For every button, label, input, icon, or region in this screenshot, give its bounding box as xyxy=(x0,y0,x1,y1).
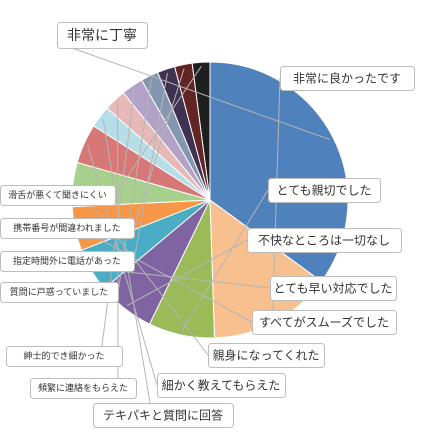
slice-label-text: 細かく教えてもらえた xyxy=(162,377,281,392)
slice-label-10: 頻繁に連絡をもらえた xyxy=(30,378,137,399)
leader-line-1 xyxy=(71,47,330,140)
slice-label-box xyxy=(208,343,325,368)
slice-label-3: とても親切でした xyxy=(268,178,381,203)
leader-line-3 xyxy=(181,189,269,332)
slice-label-5: とても早い対応でした xyxy=(270,276,397,301)
slice-label-box xyxy=(252,310,397,335)
slice-label-text: 頻繁に連絡をもらえた xyxy=(38,382,128,394)
slice-label-6: すべてがスムーズでした xyxy=(252,310,397,335)
slice-label-2: 非常に良かったです xyxy=(280,66,415,91)
slice-label-text: 親身になってくれた xyxy=(212,347,319,362)
pie-slice-15 xyxy=(191,61,211,201)
slice-label-box xyxy=(0,185,116,206)
slice-label-text: 不快なところは一切なし xyxy=(258,233,390,247)
slice-label-14: 携帯番号が間違われました xyxy=(0,218,135,239)
slice-label-box xyxy=(30,378,137,399)
slice-label-12: 質問に戸惑っていました xyxy=(0,282,119,303)
slice-label-box xyxy=(157,373,286,398)
slice-label-text: 質問に戸惑っていました xyxy=(10,286,109,298)
slice-label-11: 紳士的でき細かった xyxy=(6,346,123,367)
slice-label-box xyxy=(270,276,397,301)
slice-label-text: 指定時間外に電話があった xyxy=(13,255,121,267)
leader-line-13 xyxy=(133,72,168,262)
slice-label-box xyxy=(0,218,135,239)
slice-label-box xyxy=(0,251,135,272)
pie-slices xyxy=(71,61,349,339)
slice-label-1: 非常に丁寧 xyxy=(57,22,148,49)
slice-label-text: すべてがスムーズでした xyxy=(259,314,389,329)
slice-label-text: 紳士的でき細かった xyxy=(23,350,104,362)
slice-label-9: テキパキと質問に回答 xyxy=(93,403,234,428)
slice-label-text: とても親切でした xyxy=(276,183,371,197)
slice-label-text: 非常に良かったです xyxy=(293,70,401,85)
slice-label-box xyxy=(57,22,148,49)
slice-label-text: とても早い対応でした xyxy=(273,281,392,295)
leader-line-14 xyxy=(133,68,185,229)
slice-label-7: 親身になってくれた xyxy=(208,343,325,368)
slice-label-box xyxy=(93,403,234,428)
slice-label-box xyxy=(0,282,119,303)
leader-line-7 xyxy=(76,184,209,356)
leader-line-11 xyxy=(101,89,135,347)
slice-label-8: 細かく教えてもらえた xyxy=(157,373,286,398)
slice-label-4: 不快なところは一切なし xyxy=(247,228,402,253)
slice-label-box xyxy=(6,346,123,367)
slice-label-box xyxy=(247,228,402,253)
leader-line-4 xyxy=(127,239,248,306)
slice-labels: 非常に丁寧非常に良かったですとても親切でした不快なところは一切なしとても早い対応… xyxy=(0,22,415,428)
leader-line-15 xyxy=(114,66,202,196)
slice-label-text: 携帯番号が間違われました xyxy=(13,222,121,234)
slice-label-15: 滑舌が悪くて聞きにくい xyxy=(0,185,116,206)
slice-label-text: 非常に丁寧 xyxy=(67,27,137,44)
slice-label-box xyxy=(268,178,381,203)
slice-label-text: 滑舌が悪くて聞きにくい xyxy=(8,189,107,201)
slice-label-13: 指定時間外に電話があった xyxy=(0,251,135,272)
slice-label-text: テキパキと質問に回答 xyxy=(103,407,223,422)
slice-label-box xyxy=(280,66,415,91)
leader-line-6 xyxy=(78,227,253,323)
